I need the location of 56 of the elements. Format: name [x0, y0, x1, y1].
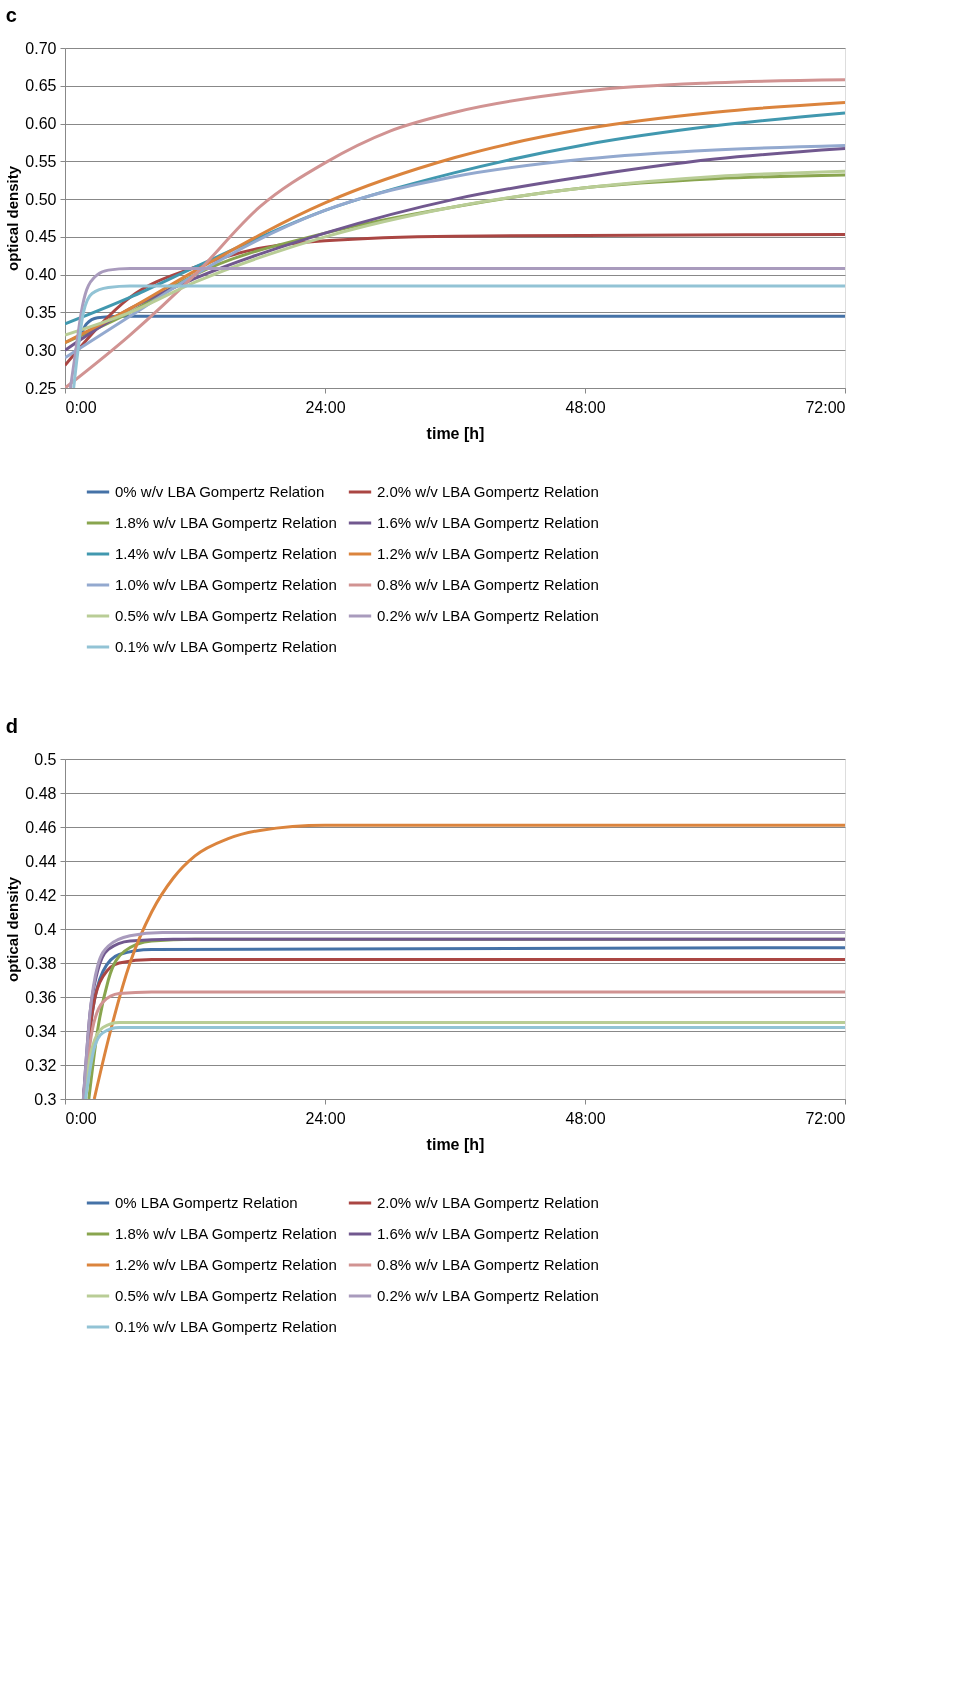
y-tick-label: 0.45: [25, 228, 57, 246]
y-tick-label: 0.30: [25, 341, 57, 359]
x-tick-label: 72:00: [805, 398, 846, 416]
legend-label: 0% w/v LBA Gompertz Relation: [115, 483, 325, 500]
y-tick-label: 0.65: [25, 77, 57, 95]
y-tick-label: 0.32: [25, 1056, 57, 1074]
y-tick-label: 0.36: [25, 988, 57, 1006]
y-tick-label: 0.5: [34, 750, 57, 768]
legend-label: 0.8% w/v LBA Gompertz Relation: [377, 1256, 599, 1273]
legend-label: 2.0% w/v LBA Gompertz Relation: [377, 483, 599, 500]
chart-title: d: [5, 715, 19, 737]
legend-label: 1.2% w/v LBA Gompertz Relation: [115, 1256, 337, 1273]
legend-label: 0.5% w/v LBA Gompertz Relation: [115, 607, 337, 624]
legend-label: 1.6% w/v LBA Gompertz Relation: [377, 514, 599, 531]
x-axis-title: time [h]: [426, 1135, 485, 1153]
x-tick-label: 24:00: [305, 398, 346, 416]
legend-label: 0% LBA Gompertz Relation: [115, 1194, 298, 1211]
x-tick-label: 0:00: [65, 398, 97, 416]
y-tick-label: 0.25: [25, 379, 57, 397]
legend-label: 1.0% w/v LBA Gompertz Relation: [115, 576, 337, 593]
legend-label: 0.1% w/v LBA Gompertz Relation: [115, 1318, 337, 1335]
legend-label: 2.0% w/v LBA Gompertz Relation: [377, 1194, 599, 1211]
y-tick-label: 0.3: [34, 1090, 57, 1108]
legend-label: 1.4% w/v LBA Gompertz Relation: [115, 545, 337, 562]
y-tick-label: 0.4: [34, 920, 57, 938]
y-tick-label: 0.40: [25, 266, 57, 284]
y-tick-label: 0.48: [25, 784, 57, 802]
legend-label: 1.2% w/v LBA Gompertz Relation: [377, 545, 599, 562]
y-tick-label: 0.50: [25, 190, 57, 208]
x-axis-title: time [h]: [426, 424, 485, 442]
y-tick-label: 0.60: [25, 115, 57, 133]
y-axis-title: optical density: [4, 876, 22, 983]
y-tick-label: 0.34: [25, 1022, 57, 1040]
legend-label: 0.5% w/v LBA Gompertz Relation: [115, 1287, 337, 1304]
legend-label: 1.6% w/v LBA Gompertz Relation: [377, 1225, 599, 1242]
x-tick-label: 72:00: [805, 1109, 846, 1127]
y-tick-label: 0.42: [25, 886, 57, 904]
x-tick-label: 24:00: [305, 1109, 346, 1127]
y-axis-title: optical density: [4, 165, 22, 272]
legend-label: 0.2% w/v LBA Gompertz Relation: [377, 1287, 599, 1304]
y-tick-label: 0.55: [25, 152, 57, 170]
line-series: [92, 823, 845, 1099]
legend-label: 0.1% w/v LBA Gompertz Relation: [115, 638, 337, 655]
legend-label: 1.8% w/v LBA Gompertz Relation: [115, 514, 337, 531]
legend-label: 0.2% w/v LBA Gompertz Relation: [377, 607, 599, 624]
y-tick-label: 0.38: [25, 954, 57, 972]
x-tick-label: 48:00: [565, 398, 606, 416]
legend-label: 0.8% w/v LBA Gompertz Relation: [377, 576, 599, 593]
y-tick-label: 0.44: [25, 852, 57, 870]
y-tick-label: 0.35: [25, 303, 57, 321]
chart-title: c: [5, 4, 17, 26]
legend-label: 1.8% w/v LBA Gompertz Relation: [115, 1225, 337, 1242]
x-tick-label: 0:00: [65, 1109, 97, 1127]
x-tick-label: 48:00: [565, 1109, 606, 1127]
y-tick-label: 0.46: [25, 818, 57, 836]
y-tick-label: 0.70: [25, 39, 57, 57]
